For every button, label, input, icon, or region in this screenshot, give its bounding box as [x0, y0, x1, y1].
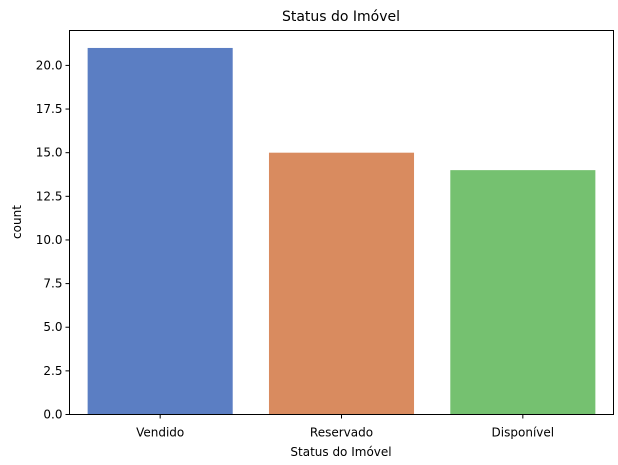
x-axis-ticks: Vendido Reservado Disponível: [136, 414, 555, 440]
y-axis-ticks: 0.0 2.5 5.0 7.5 10.0 12.5 15.0 17.5 20.0: [36, 58, 70, 422]
x-tick-label: Vendido: [136, 426, 184, 440]
chart-title: Status do Imóvel: [282, 9, 400, 25]
y-tick-label: 10.0: [36, 233, 63, 247]
x-tick-label: Reservado: [310, 426, 373, 440]
x-axis-label: Status do Imóvel: [290, 445, 391, 459]
plot-frame: [69, 30, 614, 415]
bar-reservado: [268, 152, 415, 415]
y-tick-label: 12.5: [36, 189, 63, 203]
y-tick-label: 17.5: [36, 102, 63, 116]
y-tick-label: 15.0: [36, 146, 63, 160]
y-tick-label: 7.5: [43, 277, 62, 291]
y-tick-label: 2.5: [43, 364, 62, 378]
bar-disponivel: [450, 170, 596, 415]
bar-vendido: [87, 47, 233, 415]
y-tick-label: 0.0: [43, 408, 62, 422]
y-axis-label: count: [10, 205, 24, 239]
y-tick-label: 5.0: [43, 320, 62, 334]
y-tick-label: 20.0: [36, 58, 63, 72]
bars-group: [87, 47, 596, 415]
x-tick-label: Disponível: [492, 426, 555, 440]
